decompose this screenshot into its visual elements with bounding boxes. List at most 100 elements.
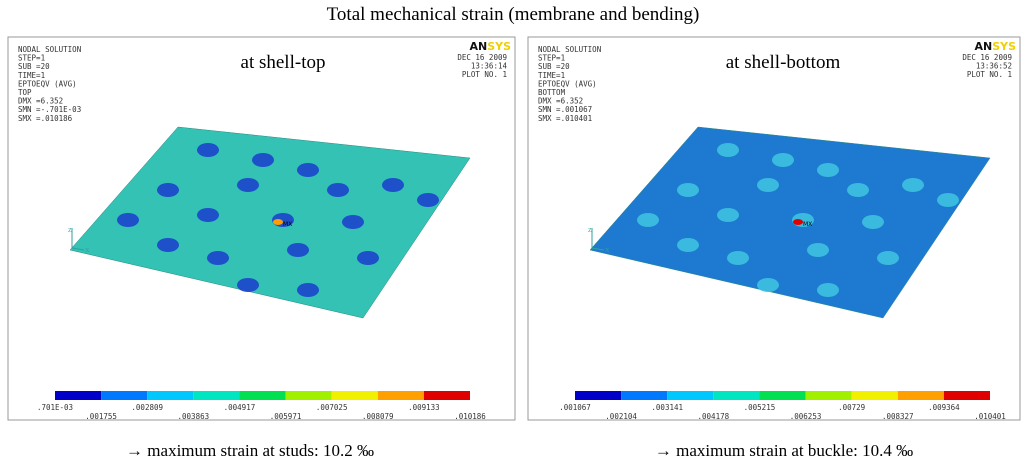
colorbar-label: .005215: [744, 403, 776, 412]
info-line: SUB =20: [18, 62, 50, 71]
date-stamp: DEC 16 2009: [962, 53, 1012, 62]
colorbar-label: .009364: [928, 403, 960, 412]
plate-spot: [327, 183, 349, 197]
info-line: NODAL SOLUTION: [538, 45, 601, 54]
hot-spot: [793, 219, 803, 225]
info-line: TIME=1: [18, 71, 45, 80]
plate-spot: [757, 278, 779, 292]
logo-dark: AN: [469, 40, 487, 53]
plate-spot: [807, 243, 829, 257]
info-line: SMN =.001067: [538, 105, 592, 114]
colorbar-label: .003863: [178, 412, 210, 421]
colorbar-segment: [377, 391, 424, 400]
info-line: NODAL SOLUTION: [18, 45, 81, 54]
plate-spot: [207, 251, 229, 265]
triad-label: Z: [68, 228, 72, 234]
info-line: DMX =6.352: [538, 97, 583, 106]
plate-spot: [157, 183, 179, 197]
plate-spot: [772, 153, 794, 167]
colorbar-segment: [147, 391, 194, 400]
plate-spot: [717, 143, 739, 157]
date-stamp: 13:36:52: [976, 62, 1012, 71]
plate-spot: [297, 283, 319, 297]
plate-spot: [197, 208, 219, 222]
info-line: STEP=1: [18, 54, 45, 63]
colorbar-label: .008079: [362, 412, 394, 421]
info-line: SMX =.010401: [538, 114, 592, 123]
colorbar-label: .008327: [882, 412, 914, 421]
colorbar-label: .00729: [838, 403, 865, 412]
plate-spot: [637, 213, 659, 227]
triad-axis: [591, 247, 605, 251]
colorbar-segment: [193, 391, 240, 400]
colorbar-segment: [575, 391, 622, 400]
colorbar-label: .002104: [605, 412, 637, 421]
plate-spot: [117, 213, 139, 227]
colorbar-label: .001755: [85, 412, 117, 421]
colorbar-label: .009133: [408, 403, 440, 412]
info-line: EPTOEQV (AVG): [538, 79, 597, 88]
colorbar-segment: [285, 391, 332, 400]
plate-spot: [157, 238, 179, 252]
plate-spot: [817, 163, 839, 177]
plate-spot: [382, 178, 404, 192]
triad-label: X: [85, 248, 90, 254]
info-line: TOP: [18, 88, 32, 97]
logo-light: SYS: [992, 40, 1016, 53]
triad-axis: [71, 247, 85, 251]
info-line: EPTOEQV (AVG): [18, 79, 77, 88]
plate-spot: [237, 278, 259, 292]
colorbar-segment: [55, 391, 102, 400]
date-stamp: PLOT NO. 1: [967, 70, 1012, 79]
plate-spot: [862, 215, 884, 229]
colorbar-segment: [667, 391, 714, 400]
plate-spot: [902, 178, 924, 192]
plate-spot: [197, 143, 219, 157]
date-stamp: PLOT NO. 1: [462, 70, 507, 79]
colorbar-segment: [851, 391, 898, 400]
max-marker: MX: [283, 221, 292, 228]
colorbar-label: .004178: [698, 412, 730, 421]
colorbar-label: .701E-03: [37, 403, 73, 412]
colorbar-label: .007025: [316, 403, 348, 412]
date-stamp: 13:36:14: [471, 62, 508, 71]
info-line: BOTTOM: [538, 88, 566, 97]
colorbar-segment: [805, 391, 852, 400]
date-stamp: DEC 16 2009: [457, 53, 507, 62]
colorbar-segment: [713, 391, 760, 400]
plate-spot: [252, 153, 274, 167]
plate-spot: [937, 193, 959, 207]
triad-label: Z: [588, 228, 592, 234]
plate-spot: [237, 178, 259, 192]
plate-spot: [297, 163, 319, 177]
plate-spot: [357, 251, 379, 265]
plate-spot: [677, 238, 699, 252]
colorbar-label: .003141: [651, 403, 683, 412]
logo: ANSYS: [469, 40, 511, 53]
plate: [589, 126, 991, 319]
plate-spot: [877, 251, 899, 265]
colorbar-segment: [239, 391, 286, 400]
colorbar-label: .010186: [454, 412, 486, 421]
info-line: SMN =-.701E-03: [18, 105, 81, 114]
colorbar-segment: [101, 391, 148, 400]
info-line: SUB =20: [538, 62, 570, 71]
colorbar-segment: [943, 391, 990, 400]
max-marker: MX: [803, 221, 812, 228]
logo-dark: AN: [974, 40, 992, 53]
plate-spot: [757, 178, 779, 192]
colorbar-segment: [897, 391, 944, 400]
plate-spot: [342, 215, 364, 229]
plate-spot: [677, 183, 699, 197]
colorbar-segment: [621, 391, 668, 400]
logo: ANSYS: [974, 40, 1016, 53]
caption: → maximum strain at buckle: 10.4 ‰: [655, 441, 913, 460]
colorbar-label: .001067: [559, 403, 591, 412]
colorbar-segment: [759, 391, 806, 400]
panel-label: at shell-bottom: [726, 52, 841, 73]
plate-spot: [717, 208, 739, 222]
plate-spot: [817, 283, 839, 297]
plate: [69, 126, 471, 319]
info-line: STEP=1: [538, 54, 565, 63]
